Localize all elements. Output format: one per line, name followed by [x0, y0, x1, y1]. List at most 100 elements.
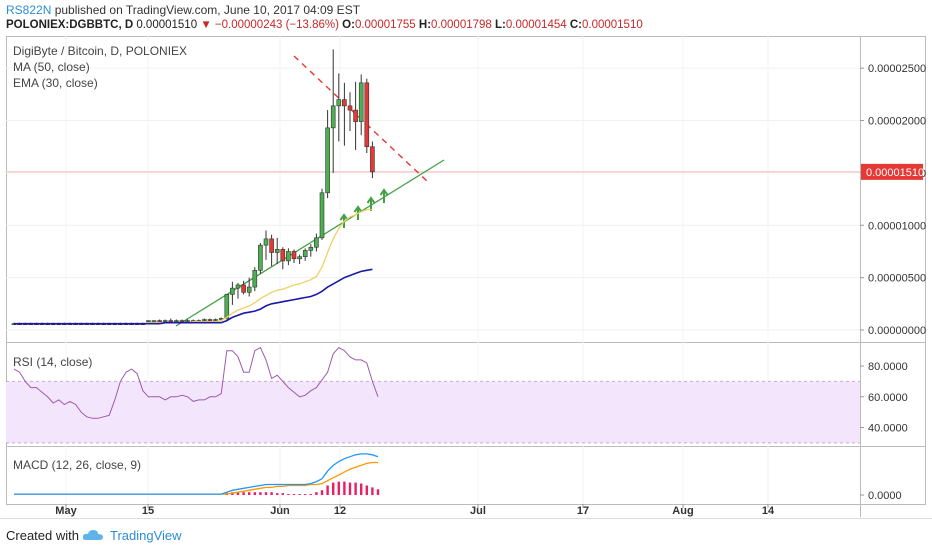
candle-body	[151, 320, 157, 322]
candle	[314, 233, 319, 252]
candle-body	[280, 249, 286, 262]
macd-histogram-bar	[315, 492, 318, 496]
macd-histogram-bar	[270, 492, 273, 496]
price-tick-label: 0.00000500	[868, 273, 926, 285]
candle	[286, 248, 291, 266]
price-pane	[11, 49, 375, 326]
candle-body	[286, 251, 291, 262]
last-price: 0.00001510	[136, 19, 198, 31]
rsi-tick-label: 80.0000	[868, 361, 908, 373]
candle-body	[364, 82, 370, 148]
candle	[263, 230, 269, 260]
axes: 0.000025000.000020000.000015000.00001000…	[55, 63, 926, 517]
candle	[241, 280, 246, 295]
candle-body	[185, 320, 190, 322]
candle-body	[213, 319, 218, 321]
low-value: 0.00001454	[505, 19, 567, 31]
candle-body	[274, 249, 280, 253]
footer: Created with TradingView	[0, 518, 932, 550]
high-label: H:	[418, 19, 432, 31]
candle-body	[168, 320, 174, 322]
last-price-tag	[861, 163, 923, 180]
grid-lines	[6, 36, 926, 517]
candle-body	[252, 270, 258, 288]
open-value: 0.00001755	[354, 19, 416, 31]
time-tick-label: 14	[762, 505, 775, 517]
macd-histogram-bar	[332, 482, 335, 496]
candle-body	[325, 127, 330, 194]
macd-histogram-bar	[326, 485, 329, 496]
open-label: O:	[342, 19, 355, 31]
candle-body	[347, 105, 353, 111]
ma-legend[interactable]: MA (50, close)	[13, 60, 90, 74]
candle-body	[358, 82, 364, 122]
tradingview-cloud-icon	[82, 530, 103, 540]
candle	[224, 294, 230, 320]
author-link[interactable]: RS822N	[6, 3, 52, 17]
price-change: −0.00000243 (−13.86%)	[214, 19, 339, 31]
candle	[302, 248, 308, 261]
time-tick-label: 15	[142, 505, 154, 517]
rsi-pane	[6, 346, 860, 444]
candle-body	[202, 319, 207, 321]
down-arrow-icon: ▼	[200, 19, 212, 31]
candle-body	[224, 294, 230, 319]
high-value: 0.00001798	[431, 19, 492, 31]
chart-header: RS822N published on TradingView.com, Jun…	[0, 0, 932, 36]
chart-frame[interactable]: 0.000025000.000020000.000015000.00001000…	[6, 36, 926, 518]
candle-body	[241, 284, 246, 293]
macd-histogram-bar	[236, 492, 240, 496]
candle	[336, 73, 342, 142]
candle-body	[314, 237, 319, 248]
publish-line: RS822N published on TradingView.com, Jun…	[6, 3, 360, 17]
chart-canvas[interactable]: 0.000025000.000020000.000015000.00001000…	[6, 36, 926, 518]
price-tick-label: 0.00000000	[868, 325, 926, 337]
ma-line	[14, 268, 373, 325]
rsi-band	[6, 381, 860, 443]
time-tick-label: May	[55, 505, 77, 517]
candle-body	[263, 238, 269, 246]
macd-pane	[14, 453, 380, 496]
macd-histogram-bar	[242, 492, 245, 496]
rsi-tick-label: 60.0000	[868, 392, 908, 404]
low-label: L:	[495, 19, 506, 31]
candle-body	[342, 99, 347, 107]
macd-histogram-bar	[253, 492, 256, 496]
macd-legend[interactable]: MACD (12, 26, close, 9)	[13, 458, 142, 472]
candle	[280, 247, 286, 270]
macd-histogram-bar	[298, 494, 301, 496]
time-tick-label: Jul	[470, 505, 486, 517]
time-tick-label: 12	[334, 505, 346, 517]
candle	[319, 188, 325, 240]
tradingview-brand[interactable]: TradingView	[110, 528, 182, 543]
macd-histogram-bar	[287, 494, 290, 496]
rsi-line	[13, 346, 379, 419]
candle-body	[370, 146, 375, 173]
publish-text: published on TradingView.com, June 10, 2…	[54, 3, 361, 17]
candle	[258, 243, 263, 274]
candle-body	[230, 287, 235, 295]
ohlc-line: POLONIEX:DGBBTC, D 0.00001510 ▼ −0.00000…	[6, 19, 643, 31]
close-value: 0.00001510	[581, 19, 643, 31]
rsi-tick-label: 40.0000	[868, 423, 908, 435]
ema-legend[interactable]: EMA (30, close)	[13, 76, 98, 90]
candle	[235, 282, 241, 299]
candle-body	[235, 284, 241, 289]
candle-body	[174, 320, 179, 322]
arrow-head	[379, 188, 389, 196]
candle-body	[330, 105, 336, 129]
arrow-head	[353, 205, 363, 213]
close-label: C:	[569, 19, 582, 31]
candle-body	[302, 250, 308, 257]
macd-histogram-bar	[320, 490, 324, 496]
macd-histogram-bar	[304, 494, 307, 496]
candle-body	[157, 320, 162, 322]
candle	[252, 267, 258, 292]
time-tick-label: 17	[577, 505, 589, 517]
macd-histogram-bar	[371, 487, 374, 496]
candle-body	[246, 286, 252, 293]
created-with-text: Created with	[6, 528, 79, 543]
rsi-legend[interactable]: RSI (14, close)	[13, 355, 93, 369]
macd-tick-label: 0.0000	[868, 490, 902, 502]
macd-line	[14, 453, 379, 495]
